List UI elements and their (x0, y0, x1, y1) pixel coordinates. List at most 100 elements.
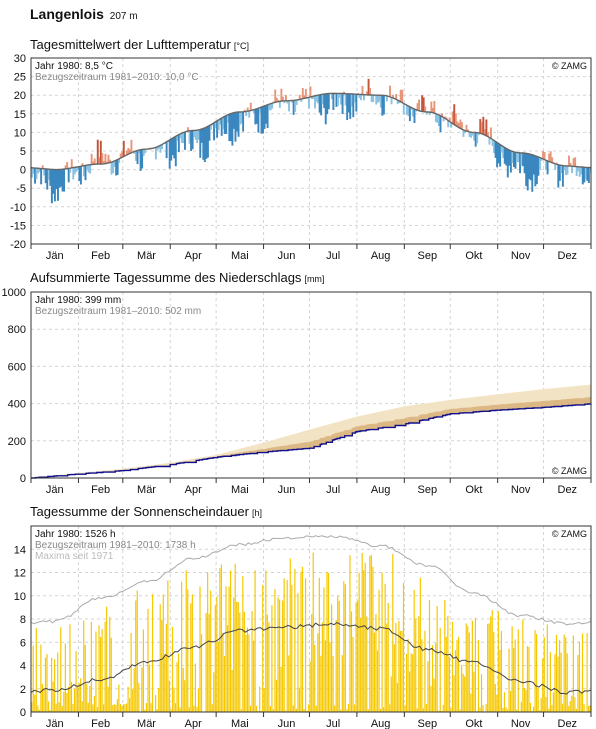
temperature-day-bar (390, 97, 393, 105)
sunshine-day-bar (148, 664, 151, 712)
sunshine-day-bar (135, 600, 137, 712)
sunshine-day-bar (376, 650, 379, 712)
sunshine-day-bar (271, 605, 273, 712)
sunshine-day-bar (199, 586, 201, 712)
temperature-day-bar (248, 110, 251, 118)
temperature-day-bar (193, 130, 196, 138)
sunshine-day-bar (324, 640, 327, 712)
temperature-day-bar (274, 89, 277, 103)
temperature-day-bar (381, 95, 384, 116)
temperature-day-bar (66, 162, 69, 169)
temperature-day-bar (376, 95, 379, 103)
temperature-day-bar (496, 142, 499, 168)
temperature-unit: [°C] (233, 41, 249, 51)
sunshine-day-bar (66, 692, 68, 712)
precipitation-ytick-label: 400 (8, 399, 26, 411)
precipitation-month-label: Jul (326, 484, 340, 496)
sunshine-day-bar (233, 597, 235, 712)
temperature-day-bar (47, 169, 50, 180)
temperature-day-bar (413, 108, 416, 124)
sunshine-day-bar (447, 615, 449, 712)
temperature-day-bar (467, 129, 469, 132)
sunshine-day-bar (70, 681, 73, 712)
temperature-day-bar (577, 166, 580, 172)
temperature-month-label: Jun (278, 250, 296, 262)
sunshine-day-bar (249, 705, 252, 712)
sunshine-day-bar (58, 702, 60, 712)
temperature-day-bar (216, 121, 219, 138)
temperature-day-bar (480, 122, 483, 134)
sunshine-day-bar (77, 686, 79, 712)
temperature-day-bar (69, 168, 72, 173)
temperature-day-bar (139, 149, 142, 171)
sunshine-month-label: Sep (417, 718, 437, 729)
temperature-day-bar (434, 113, 437, 122)
sunshine-day-bar (248, 634, 250, 712)
sunshine-day-bar (421, 639, 423, 712)
sunshine-day-bar (532, 706, 535, 712)
precipitation-plot-area (30, 291, 592, 479)
temperature-day-bar (213, 122, 216, 141)
sunshine-day-bar (237, 601, 239, 712)
temperature-copyright: © ZAMG (552, 61, 587, 71)
temperature-day-bar (81, 163, 84, 166)
sunshine-day-bar (473, 671, 475, 712)
temperature-day-bar (159, 145, 162, 153)
sunshine-day-bar (314, 644, 316, 712)
temperature-day-bar (405, 105, 408, 115)
sunshine-day-bars (31, 552, 591, 712)
temperature-day-bar (99, 140, 102, 165)
temperature-day-bar (61, 169, 64, 192)
temperature-day-bar (304, 88, 307, 99)
temperature-day-bar (343, 91, 346, 94)
temperature-day-bar (53, 169, 56, 202)
temperature-day-bar (575, 166, 578, 176)
temperature-day-bar (231, 113, 234, 146)
temperature-day-bar (526, 153, 529, 191)
sunshine-day-bar (409, 671, 411, 712)
sunshine-day-bar (303, 708, 305, 712)
sunshine-ytick-label: 2 (20, 684, 26, 696)
sunshine-day-bar (580, 692, 582, 712)
temperature-day-bar (200, 129, 203, 143)
sunshine-day-bar (431, 645, 434, 712)
sunshine-day-bar (54, 659, 56, 712)
precipitation-deficit-inner (31, 397, 591, 478)
temperature-day-bar (63, 169, 66, 192)
sunshine-day-bar (471, 620, 473, 712)
temperature-day-bar (370, 95, 373, 103)
temperature-day-bar (142, 149, 145, 157)
temperature-day-bar (50, 169, 53, 204)
temperature-month-label: Apr (185, 250, 202, 262)
temperature-day-bar (560, 165, 563, 174)
sunshine-day-bar (147, 608, 149, 712)
temperature-day-bar (479, 119, 482, 134)
precipitation-info-ref: Bezugszeitraum 1981–2010: 502 mm (35, 306, 201, 317)
sunshine-day-bar (349, 555, 351, 712)
temperature-day-bar (188, 130, 191, 144)
temperature-month-label: Jän (46, 250, 64, 262)
temperature-day-bar (346, 93, 349, 121)
sunshine-ytick-label: 10 (14, 591, 26, 603)
sunshine-day-bar (274, 588, 276, 712)
sunshine-day-bar (214, 605, 216, 712)
temperature-day-bar (96, 139, 99, 165)
sunshine-day-bar (211, 704, 213, 712)
sunshine-day-bar (184, 680, 186, 712)
sunshine-day-bar (546, 624, 548, 712)
sunshine-day-bar (145, 703, 148, 712)
sunshine-day-bar (355, 602, 357, 712)
sunshine-month-label: Jul (326, 718, 340, 729)
sunshine-day-bar (78, 683, 80, 712)
sunshine-day-bar (119, 703, 122, 712)
temperature-day-bar (433, 100, 436, 114)
sunshine-day-bar (309, 661, 311, 712)
sunshine-day-bar (540, 697, 542, 712)
temperature-day-bar (203, 127, 206, 163)
sunshine-day-bar (402, 583, 405, 712)
sunshine-day-bar (528, 646, 530, 712)
sunshine-grid (31, 526, 591, 712)
temperature-day-bar (223, 116, 226, 134)
sunshine-day-bar (254, 570, 256, 712)
